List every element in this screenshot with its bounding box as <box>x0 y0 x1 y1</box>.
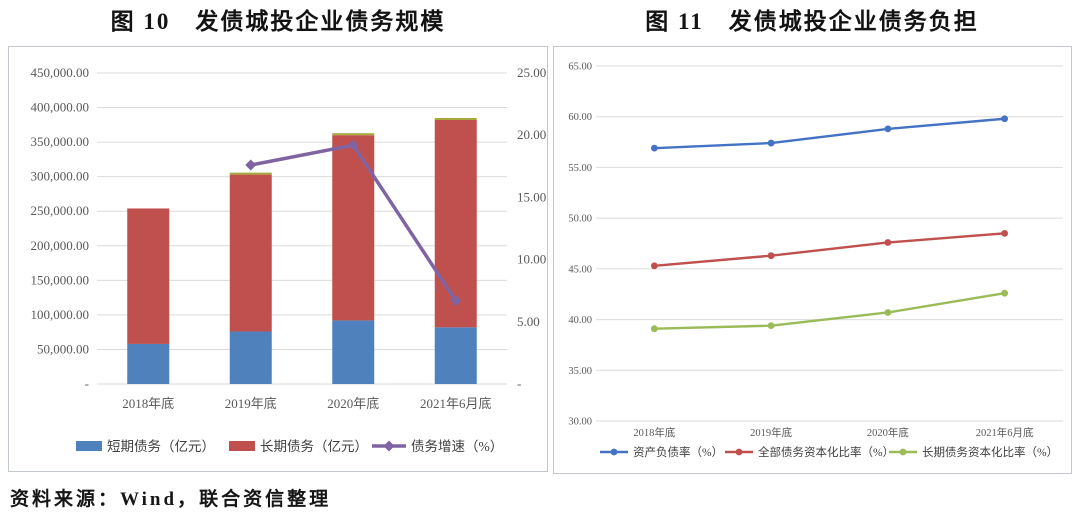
x-axis-label: 2021年6月底 <box>976 426 1034 439</box>
legend-dot-asset-liability-ratio <box>610 448 618 456</box>
secondary-y-axis-label: 15.00 <box>517 189 546 204</box>
x-axis-label: 2019年底 <box>225 396 277 411</box>
legend-label-debt-growth: 债务增速（%） <box>411 439 503 454</box>
long-term-debt-capitalization-ratio-marker <box>1001 289 1009 297</box>
y-axis-label: 50.00 <box>568 214 592 225</box>
legend-label-long-term-debt-capitalization-ratio: 长期债务资本化比率（%） <box>922 445 1058 459</box>
x-axis-label: 2018年底 <box>122 396 174 411</box>
debt-burden-chart: 30.00 35.00 40.00 45.00 50.00 55.00 60.00 65.00… <box>568 62 1063 459</box>
total-debt-capitalization-ratio-marker <box>884 239 892 246</box>
total-debt-capitalization-ratio-line <box>653 232 1006 268</box>
legend-diamond-debt-growth <box>383 440 395 452</box>
y-axis-label: 55.00 <box>568 163 592 174</box>
legend-label-total-debt-capitalization-ratio: 全部债务资本化比率（%） <box>758 445 894 459</box>
y-axis-label: 65.00 <box>568 62 592 73</box>
long-term-debt-capitalization-ratio-line <box>653 291 1006 330</box>
short-term-debt-bar <box>229 331 272 384</box>
legend-label-short-term-debt: 短期债务（亿元） <box>107 439 215 454</box>
asset-liability-ratio-marker <box>767 139 775 147</box>
primary-y-axis-label: 300,000.00 <box>31 169 90 184</box>
figure10-chart-panel: - 50,000.00 100,000.00 150,000.00 200,000.00… <box>8 46 548 472</box>
secondary-y-axis-label: 25.00 <box>517 65 546 80</box>
legend-dot-long-term-debt-capitalization-ratio <box>899 448 907 456</box>
asset-liability-ratio-marker <box>650 144 658 152</box>
primary-y-axis-label: 100,000.00 <box>31 307 90 322</box>
primary-y-axis-label: 150,000.00 <box>31 272 90 287</box>
primary-y-axis-label: 200,000.00 <box>31 238 90 253</box>
short-term-debt-bar <box>434 327 477 384</box>
bar-top-accent <box>229 172 272 175</box>
secondary-y-axis-label: 20.00 <box>517 127 546 142</box>
asset-liability-ratio-marker <box>884 125 892 133</box>
legend-swatch-short-term-debt <box>76 441 102 451</box>
long-term-debt-capitalization-ratio-marker <box>650 325 658 333</box>
source-note: 资料来源：Wind，联合资信整理 <box>10 489 332 510</box>
long-term-debt-capitalization-ratio-marker <box>884 309 892 316</box>
x-axis-label: 2020年底 <box>867 426 909 439</box>
y-axis-label: 35.00 <box>568 366 592 377</box>
long-term-debt-bar <box>229 174 272 332</box>
total-debt-capitalization-ratio-marker <box>1001 229 1009 237</box>
long-term-debt-bar <box>127 208 170 344</box>
x-axis-label: 2020年底 <box>327 396 379 411</box>
secondary-y-axis-label: 10.00 <box>517 252 546 267</box>
x-axis-label: 2019年底 <box>750 426 792 439</box>
long-term-debt-bar <box>434 119 477 328</box>
primary-y-axis-label: 250,000.00 <box>31 203 90 218</box>
legend-label-asset-liability-ratio: 资产负债率（%） <box>633 445 723 459</box>
figure10-title: 图 10 发债城投企业债务规模 <box>110 9 446 34</box>
debt-growth-marker <box>245 159 257 171</box>
y-axis-label: 45.00 <box>568 264 592 275</box>
x-axis-label: 2021年6月底 <box>420 396 492 411</box>
y-axis-label: 60.00 <box>568 112 592 123</box>
bar-top-accent <box>434 117 477 120</box>
long-term-debt-capitalization-ratio-marker <box>767 322 775 330</box>
long-term-debt-bar <box>332 135 375 321</box>
total-debt-capitalization-ratio-marker <box>767 252 775 260</box>
secondary-y-axis-label: 5.00 <box>517 314 540 329</box>
legend-dot-total-debt-capitalization-ratio <box>735 448 743 456</box>
primary-y-axis-label: 50,000.00 <box>37 341 89 356</box>
secondary-y-axis-label: - <box>517 376 521 391</box>
debt-growth-marker <box>450 295 462 307</box>
short-term-debt-bar <box>332 320 375 384</box>
x-axis-label: 2018年底 <box>633 426 675 439</box>
legend-label-long-term-debt: 长期债务（亿元） <box>260 439 368 454</box>
primary-y-axis-label: 400,000.00 <box>31 100 90 115</box>
debt-growth-marker <box>347 139 359 151</box>
total-debt-capitalization-ratio-marker <box>650 262 658 270</box>
short-term-debt-bar <box>127 343 170 384</box>
primary-y-axis-label: - <box>85 376 89 391</box>
figure11-chart-panel: 30.00 35.00 40.00 45.00 50.00 55.00 60.00 65.00… <box>553 46 1072 474</box>
primary-y-axis-label: 450,000.00 <box>31 65 90 80</box>
debt-scale-chart: - 50,000.00 100,000.00 150,000.00 200,000.00… <box>31 65 547 454</box>
primary-y-axis-label: 350,000.00 <box>31 134 90 149</box>
asset-liability-ratio-line <box>653 117 1006 150</box>
bar-top-accent <box>332 133 375 136</box>
y-axis-label: 30.00 <box>568 417 592 428</box>
asset-liability-ratio-marker <box>1001 115 1009 123</box>
figure11-title: 图 11 发债城投企业债务负担 <box>645 9 979 34</box>
y-axis-label: 40.00 <box>568 315 592 326</box>
legend-swatch-long-term-debt <box>229 441 255 451</box>
